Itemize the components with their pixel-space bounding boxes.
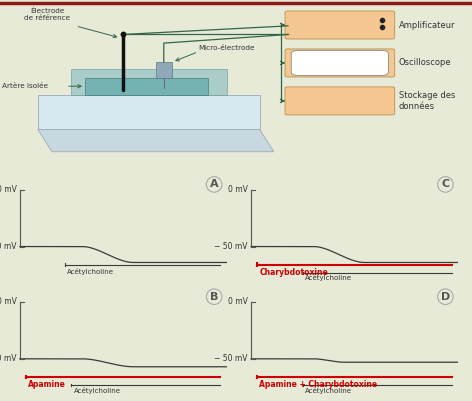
FancyBboxPatch shape [291,51,388,75]
Text: Apamine + Charybdotoxine: Apamine + Charybdotoxine [259,380,378,389]
Text: Acétylcholine: Acétylcholine [67,267,114,275]
Text: − 50 mV: − 50 mV [214,242,248,251]
Text: − 50 mV: − 50 mV [214,354,248,363]
Polygon shape [85,78,208,95]
FancyBboxPatch shape [285,49,395,77]
Text: Acétylcholine: Acétylcholine [305,274,352,282]
Text: Artère isolée: Artère isolée [2,83,49,89]
Text: Amplificateur: Amplificateur [399,20,455,30]
Text: C: C [441,179,449,189]
Text: D: D [441,292,450,302]
FancyBboxPatch shape [156,62,172,78]
Text: Stockage des
données: Stockage des données [399,91,455,111]
Text: 0 mV: 0 mV [228,185,248,194]
Text: Oscilloscope: Oscilloscope [399,59,451,67]
Text: 0 mV: 0 mV [228,298,248,306]
Polygon shape [38,129,274,152]
Text: B: B [210,292,219,302]
FancyBboxPatch shape [285,87,395,115]
Text: 0 mV: 0 mV [0,298,17,306]
Text: Apamine: Apamine [28,380,66,389]
Text: Micro-électrode: Micro-électrode [198,45,255,51]
Text: 0 mV: 0 mV [0,185,17,194]
Polygon shape [38,95,260,129]
Text: − 50 mV: − 50 mV [0,242,17,251]
Text: Électrode
de référence: Électrode de référence [24,7,70,21]
Text: − 50 mV: − 50 mV [0,354,17,363]
Text: A: A [210,179,219,189]
Text: Charybdotoxine: Charybdotoxine [259,267,328,277]
Text: Acétylcholine: Acétylcholine [74,387,120,394]
FancyBboxPatch shape [285,11,395,39]
Polygon shape [71,69,227,95]
Text: Acétylcholine: Acétylcholine [305,387,352,394]
